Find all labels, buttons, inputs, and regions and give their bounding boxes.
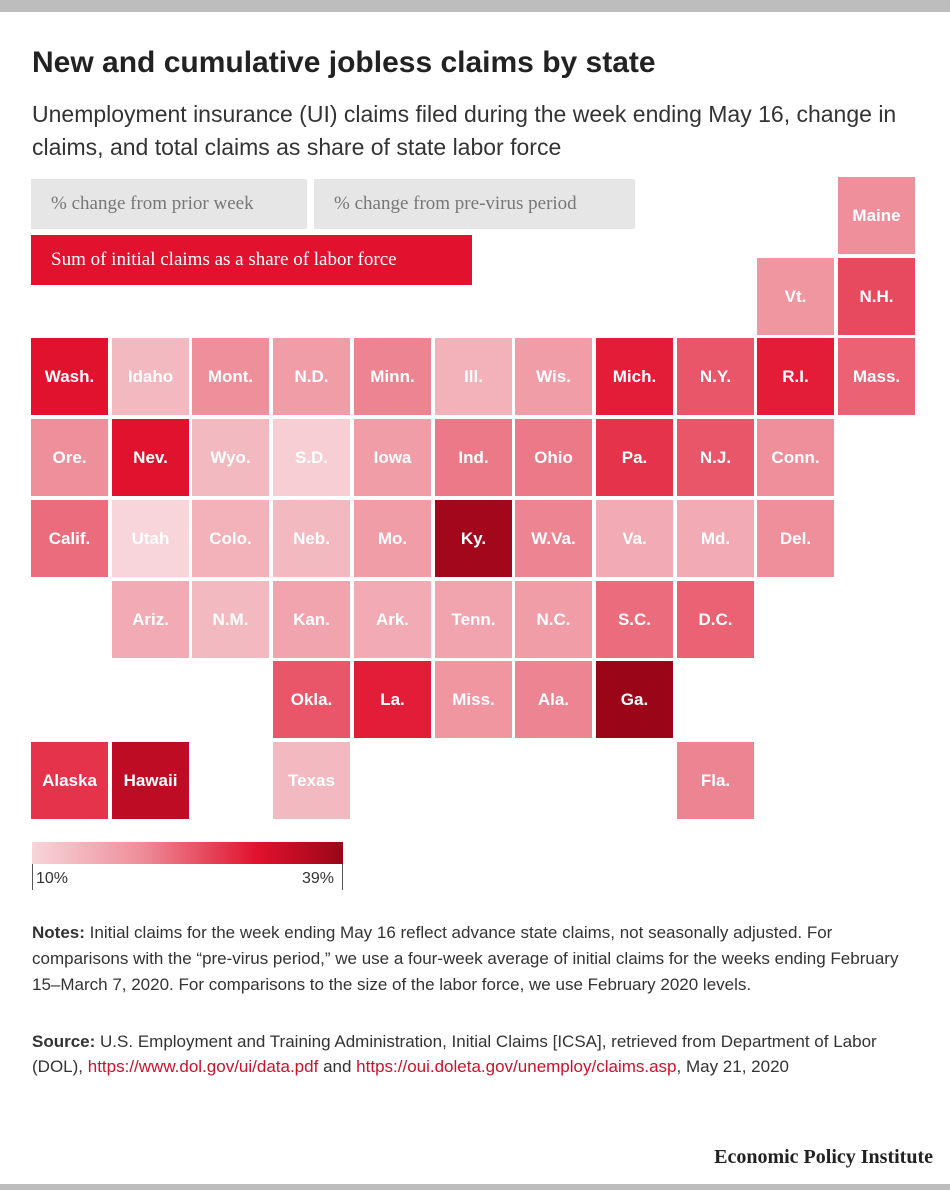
source-text: U.S. Employment and Training Administrat… <box>100 1032 877 1051</box>
toggle-prior-week-button[interactable]: % change from prior week <box>31 179 307 229</box>
state-tile[interactable]: Kan. <box>273 581 350 658</box>
source-link-dol[interactable]: https://www.dol.gov/ui/data.pdf <box>87 1057 319 1076</box>
state-tile[interactable]: Nev. <box>112 419 189 496</box>
source-text-2: (DOL), <box>32 1057 83 1076</box>
state-tile[interactable]: Fla. <box>677 742 754 819</box>
state-tile[interactable]: Neb. <box>273 500 350 577</box>
state-tile[interactable]: Ariz. <box>112 581 189 658</box>
state-tile[interactable]: Ohio <box>515 419 592 496</box>
state-tile[interactable]: Hawaii <box>112 742 189 819</box>
state-tile[interactable]: Ark. <box>354 581 431 658</box>
state-tile[interactable]: Ala. <box>515 661 592 738</box>
toggle-labor-force-button[interactable]: Sum of initial claims as a share of labo… <box>31 235 472 285</box>
state-tile[interactable]: R.I. <box>757 338 834 415</box>
state-tile[interactable]: Maine <box>838 177 915 254</box>
top-border <box>0 0 950 12</box>
state-tile[interactable]: Va. <box>596 500 673 577</box>
state-tile[interactable]: Idaho <box>112 338 189 415</box>
state-tile[interactable]: Ky. <box>435 500 512 577</box>
state-tile[interactable]: Mass. <box>838 338 915 415</box>
state-tile[interactable]: S.D. <box>273 419 350 496</box>
state-tile[interactable]: W.Va. <box>515 500 592 577</box>
chart-subtitle: Unemployment insurance (UI) claims filed… <box>32 101 897 160</box>
source: Source: U.S. Employment and Training Adm… <box>32 1029 892 1079</box>
state-tile[interactable]: Texas <box>273 742 350 819</box>
toggle-pre-virus-button[interactable]: % change from pre-virus period <box>314 179 635 229</box>
state-tile[interactable]: La. <box>354 661 431 738</box>
state-tile[interactable]: Okla. <box>273 661 350 738</box>
state-tile[interactable]: Mont. <box>192 338 269 415</box>
state-tile[interactable]: N.M. <box>192 581 269 658</box>
notes-label: Notes: <box>32 923 85 942</box>
state-tile[interactable]: Md. <box>677 500 754 577</box>
source-date: , May 21, 2020 <box>676 1057 789 1076</box>
source-label: Source: <box>32 1032 96 1051</box>
state-tile[interactable]: Ore. <box>31 419 108 496</box>
state-tile[interactable]: Ind. <box>435 419 512 496</box>
organization-credit: Economic Policy Institute <box>714 1146 933 1168</box>
state-tile[interactable]: Iowa <box>354 419 431 496</box>
chart-title: New and cumulative jobless claims by sta… <box>32 46 656 79</box>
state-tile[interactable]: S.C. <box>596 581 673 658</box>
legend-tick-max <box>342 864 343 890</box>
state-tile[interactable]: Calif. <box>31 500 108 577</box>
state-tile[interactable]: Utah <box>112 500 189 577</box>
state-tile[interactable]: Ill. <box>435 338 512 415</box>
state-tile[interactable]: N.C. <box>515 581 592 658</box>
notes-text: Initial claims for the week ending May 1… <box>32 923 899 994</box>
state-tile[interactable]: Pa. <box>596 419 673 496</box>
state-tile[interactable]: N.D. <box>273 338 350 415</box>
state-tile[interactable]: Tenn. <box>435 581 512 658</box>
state-tile[interactable]: Wash. <box>31 338 108 415</box>
state-tile[interactable]: D.C. <box>677 581 754 658</box>
state-tile[interactable]: Minn. <box>354 338 431 415</box>
legend-min-label: 10% <box>36 870 69 887</box>
bottom-border <box>0 1184 950 1190</box>
legend-tick-min <box>32 864 33 890</box>
state-tile[interactable]: Ga. <box>596 661 673 738</box>
state-tile[interactable]: N.J. <box>677 419 754 496</box>
color-scale-legend <box>32 842 343 864</box>
legend-max-label: 39% <box>302 870 335 887</box>
state-tile[interactable]: N.Y. <box>677 338 754 415</box>
state-tile[interactable]: Conn. <box>757 419 834 496</box>
state-tile[interactable]: Vt. <box>757 258 834 335</box>
state-tile[interactable]: Mo. <box>354 500 431 577</box>
state-tile[interactable]: Wis. <box>515 338 592 415</box>
source-and: and <box>323 1057 352 1076</box>
state-tile[interactable]: Del. <box>757 500 834 577</box>
state-tile[interactable]: Alaska <box>31 742 108 819</box>
state-tile[interactable]: N.H. <box>838 258 915 335</box>
state-tile[interactable]: Colo. <box>192 500 269 577</box>
state-tile[interactable]: Wyo. <box>192 419 269 496</box>
state-tile[interactable]: Mich. <box>596 338 673 415</box>
notes: Notes: Initial claims for the week endin… <box>32 920 922 998</box>
state-tile[interactable]: Miss. <box>435 661 512 738</box>
state-tile-map: Maine Vt. N.H. Wash. Idaho Mont. N.D. Minn. Ill.… <box>31 177 915 819</box>
source-link-doleta[interactable]: https://oui.doleta.gov/unemploy/claims.a… <box>356 1057 677 1076</box>
